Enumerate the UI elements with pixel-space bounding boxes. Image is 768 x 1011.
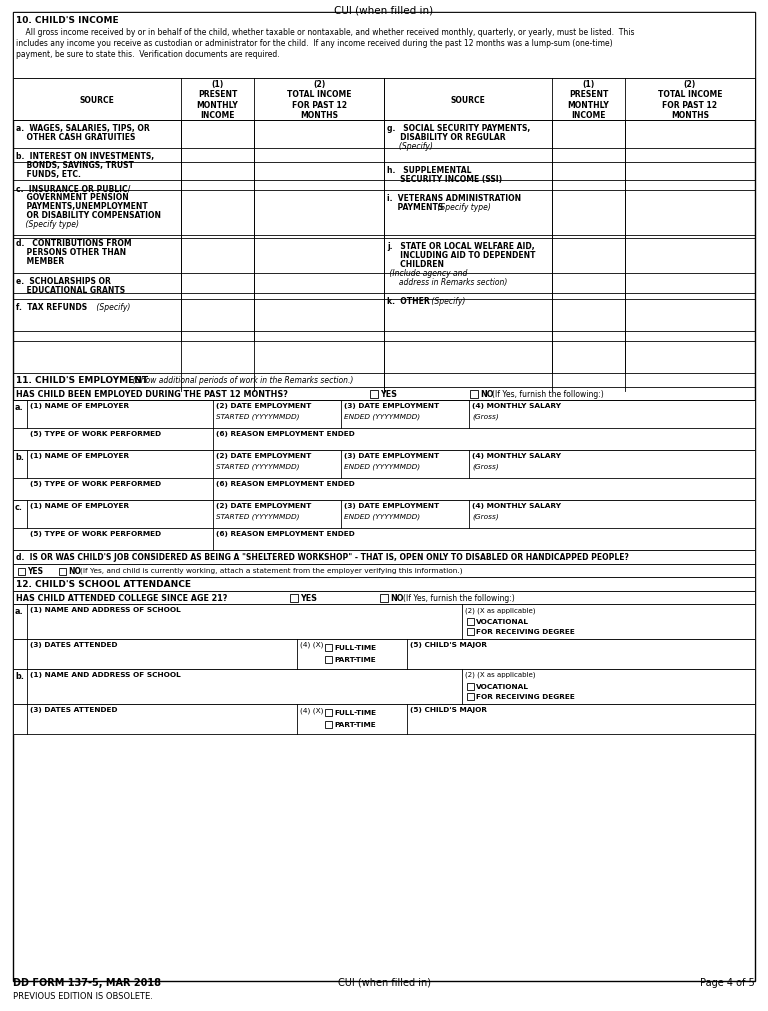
Text: includes any income you receive as custodian or administrator for the child.  If: includes any income you receive as custo… xyxy=(16,39,613,48)
Text: (5) TYPE OF WORK PERFORMED: (5) TYPE OF WORK PERFORMED xyxy=(30,480,161,486)
Text: (If Yes, and child is currently working, attach a statement from the employer ve: (If Yes, and child is currently working,… xyxy=(80,566,462,573)
Text: STARTED (YYYYMMDD): STARTED (YYYYMMDD) xyxy=(216,513,300,519)
Text: (5) CHILD'S MAJOR: (5) CHILD'S MAJOR xyxy=(410,641,487,647)
Text: b.: b. xyxy=(15,453,24,462)
Text: (3) DATE EMPLOYMENT: (3) DATE EMPLOYMENT xyxy=(344,502,439,509)
Text: (2)
TOTAL INCOME
FOR PAST 12
MONTHS: (2) TOTAL INCOME FOR PAST 12 MONTHS xyxy=(657,80,722,120)
Bar xyxy=(325,721,332,728)
Text: (5) TYPE OF WORK PERFORMED: (5) TYPE OF WORK PERFORMED xyxy=(30,431,161,437)
Text: (Include agency and: (Include agency and xyxy=(387,269,468,278)
Bar xyxy=(13,400,755,451)
Bar xyxy=(18,568,25,575)
Bar xyxy=(13,500,755,550)
Text: VOCATIONAL: VOCATIONAL xyxy=(476,619,529,625)
Text: c.: c. xyxy=(15,502,23,512)
Text: (2) DATE EMPLOYMENT: (2) DATE EMPLOYMENT xyxy=(216,502,311,509)
Text: OR DISABILITY COMPENSATION: OR DISABILITY COMPENSATION xyxy=(16,210,161,219)
Bar xyxy=(325,710,332,716)
Bar xyxy=(370,390,378,398)
Text: VOCATIONAL: VOCATIONAL xyxy=(476,683,529,690)
Text: (2) (X as applicable): (2) (X as applicable) xyxy=(465,671,535,677)
Text: (2)
TOTAL INCOME
FOR PAST 12
MONTHS: (2) TOTAL INCOME FOR PAST 12 MONTHS xyxy=(286,80,351,120)
Text: OTHER CASH GRATUITIES: OTHER CASH GRATUITIES xyxy=(16,132,135,142)
Text: b.  INTEREST ON INVESTMENTS,: b. INTEREST ON INVESTMENTS, xyxy=(16,152,154,161)
Text: (3) DATES ATTENDED: (3) DATES ATTENDED xyxy=(30,707,118,713)
Text: (5) TYPE OF WORK PERFORMED: (5) TYPE OF WORK PERFORMED xyxy=(30,531,161,537)
Text: YES: YES xyxy=(27,566,43,575)
Text: (2) DATE EMPLOYMENT: (2) DATE EMPLOYMENT xyxy=(216,402,311,408)
Text: PAYMENTS: PAYMENTS xyxy=(387,203,443,211)
Text: b.: b. xyxy=(15,671,24,680)
Text: (Gross): (Gross) xyxy=(472,463,498,469)
Text: e.  SCHOLARSHIPS OR: e. SCHOLARSHIPS OR xyxy=(16,277,111,286)
Text: i.  VETERANS ADMINISTRATION: i. VETERANS ADMINISTRATION xyxy=(387,194,521,203)
Text: HAS CHILD BEEN EMPLOYED DURING THE PAST 12 MONTHS?: HAS CHILD BEEN EMPLOYED DURING THE PAST … xyxy=(16,389,288,398)
Text: (Specify): (Specify) xyxy=(387,142,433,151)
Bar xyxy=(13,79,755,121)
Text: INCLUDING AID TO DEPENDENT: INCLUDING AID TO DEPENDENT xyxy=(387,251,535,260)
Text: (6) REASON EMPLOYMENT ENDED: (6) REASON EMPLOYMENT ENDED xyxy=(216,431,355,437)
Bar xyxy=(13,591,755,605)
Text: ENDED (YYYYMMDD): ENDED (YYYYMMDD) xyxy=(344,513,420,519)
Bar xyxy=(13,669,755,705)
Text: NO: NO xyxy=(68,566,81,575)
Text: a.  WAGES, SALARIES, TIPS, OR: a. WAGES, SALARIES, TIPS, OR xyxy=(16,124,150,132)
Text: FULL-TIME: FULL-TIME xyxy=(334,710,376,716)
Text: h.   SUPPLEMENTAL: h. SUPPLEMENTAL xyxy=(387,166,472,175)
Text: j.   STATE OR LOCAL WELFARE AID,: j. STATE OR LOCAL WELFARE AID, xyxy=(387,242,535,251)
Text: (6) REASON EMPLOYMENT ENDED: (6) REASON EMPLOYMENT ENDED xyxy=(216,531,355,537)
Bar xyxy=(467,694,474,701)
Text: g.   SOCIAL SECURITY PAYMENTS,: g. SOCIAL SECURITY PAYMENTS, xyxy=(387,124,530,132)
Text: 11. CHILD'S EMPLOYMENT: 11. CHILD'S EMPLOYMENT xyxy=(16,376,148,384)
Text: (1) NAME AND ADDRESS OF SCHOOL: (1) NAME AND ADDRESS OF SCHOOL xyxy=(30,671,180,677)
Text: NO: NO xyxy=(390,593,403,603)
Text: (Show additional periods of work in the Remarks section.): (Show additional periods of work in the … xyxy=(128,376,353,384)
Text: (4) (X): (4) (X) xyxy=(300,641,323,648)
Text: (4) MONTHLY SALARY: (4) MONTHLY SALARY xyxy=(472,453,561,459)
Text: DISABILITY OR REGULAR: DISABILITY OR REGULAR xyxy=(387,132,505,142)
Text: (1) NAME OF EMPLOYER: (1) NAME OF EMPLOYER xyxy=(30,453,129,459)
Text: (3) DATES ATTENDED: (3) DATES ATTENDED xyxy=(30,641,118,647)
Text: ENDED (YYYYMMDD): ENDED (YYYYMMDD) xyxy=(344,463,420,469)
Text: (1) NAME OF EMPLOYER: (1) NAME OF EMPLOYER xyxy=(30,502,129,509)
Text: (Specify type): (Specify type) xyxy=(16,219,79,228)
Text: FOR RECEIVING DEGREE: FOR RECEIVING DEGREE xyxy=(476,629,575,634)
Text: DD FORM 137-5, MAR 2018: DD FORM 137-5, MAR 2018 xyxy=(13,977,161,987)
Text: FOR RECEIVING DEGREE: FOR RECEIVING DEGREE xyxy=(476,694,575,700)
Text: GOVERNMENT PENSION: GOVERNMENT PENSION xyxy=(16,193,129,202)
Bar xyxy=(380,594,388,603)
Text: (1)
PRESENT
MONTHLY
INCOME: (1) PRESENT MONTHLY INCOME xyxy=(197,80,238,120)
Text: STARTED (YYYYMMDD): STARTED (YYYYMMDD) xyxy=(216,463,300,469)
Text: (2) (X as applicable): (2) (X as applicable) xyxy=(465,607,535,613)
Text: (2) DATE EMPLOYMENT: (2) DATE EMPLOYMENT xyxy=(216,453,311,459)
Text: ENDED (YYYYMMDD): ENDED (YYYYMMDD) xyxy=(344,412,420,420)
Text: address in Remarks section): address in Remarks section) xyxy=(387,278,508,287)
Bar xyxy=(13,577,755,591)
Text: d.   CONTRIBUTIONS FROM: d. CONTRIBUTIONS FROM xyxy=(16,239,131,248)
Bar xyxy=(467,683,474,691)
Text: CUI (when filled in): CUI (when filled in) xyxy=(337,977,431,987)
Text: SECURITY INCOME (SSI): SECURITY INCOME (SSI) xyxy=(387,175,502,184)
Bar xyxy=(13,564,755,577)
Text: (If Yes, furnish the following:): (If Yes, furnish the following:) xyxy=(492,389,604,398)
Bar xyxy=(13,705,755,734)
Bar xyxy=(59,568,66,575)
Text: (1) NAME OF EMPLOYER: (1) NAME OF EMPLOYER xyxy=(30,402,129,408)
Text: f.  TAX REFUNDS: f. TAX REFUNDS xyxy=(16,302,87,311)
Text: NO: NO xyxy=(480,389,494,398)
Text: k.  OTHER: k. OTHER xyxy=(387,296,430,305)
Text: (4) MONTHLY SALARY: (4) MONTHLY SALARY xyxy=(472,502,561,509)
Bar xyxy=(290,594,298,603)
Text: 10. CHILD'S INCOME: 10. CHILD'S INCOME xyxy=(16,16,118,25)
Text: (4) MONTHLY SALARY: (4) MONTHLY SALARY xyxy=(472,402,561,408)
Text: CHILDREN: CHILDREN xyxy=(387,260,444,269)
Text: d.  IS OR WAS CHILD'S JOB CONSIDERED AS BEING A "SHELTERED WORKSHOP" - THAT IS, : d. IS OR WAS CHILD'S JOB CONSIDERED AS B… xyxy=(16,552,629,561)
Text: EDUCATIONAL GRANTS: EDUCATIONAL GRANTS xyxy=(16,286,125,295)
Bar xyxy=(325,656,332,663)
Text: (1) NAME AND ADDRESS OF SCHOOL: (1) NAME AND ADDRESS OF SCHOOL xyxy=(30,607,180,613)
Text: payment, be sure to state this.  Verification documents are required.: payment, be sure to state this. Verifica… xyxy=(16,50,280,59)
Text: FULL-TIME: FULL-TIME xyxy=(334,644,376,650)
Bar xyxy=(13,550,755,564)
Text: MEMBER: MEMBER xyxy=(16,257,64,266)
Text: (5) CHILD'S MAJOR: (5) CHILD'S MAJOR xyxy=(410,707,487,713)
